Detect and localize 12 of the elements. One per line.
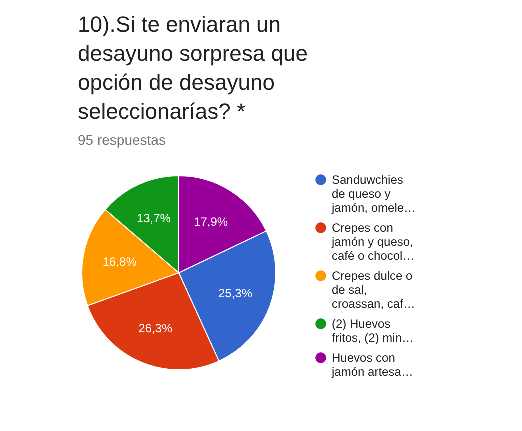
legend-label: Crepes con jamón y queso, café o chocol…: [331, 221, 415, 263]
data-label: 25,3%: [218, 286, 253, 301]
legend-label: Sanduwchies de queso y jamón, omele…: [331, 173, 416, 215]
data-label: 16,8%: [102, 255, 138, 270]
chart-subtitle: 95 respuestas: [78, 132, 166, 148]
data-label: 13,7%: [136, 211, 172, 226]
legend-label: Crepes dulce o de sal, croassan, caf…: [332, 269, 416, 311]
data-label: 26,3%: [138, 321, 173, 336]
chart-title: 10).Si te enviaran un desayuno sorpresa que opción de desayuno seleccionarías? *: [78, 12, 308, 124]
data-label: 17,9%: [194, 215, 228, 230]
legend-label: Huevos con jamón artesa…: [331, 351, 414, 379]
legend-label: (2) Huevos fritos, (2) min…: [332, 317, 414, 345]
